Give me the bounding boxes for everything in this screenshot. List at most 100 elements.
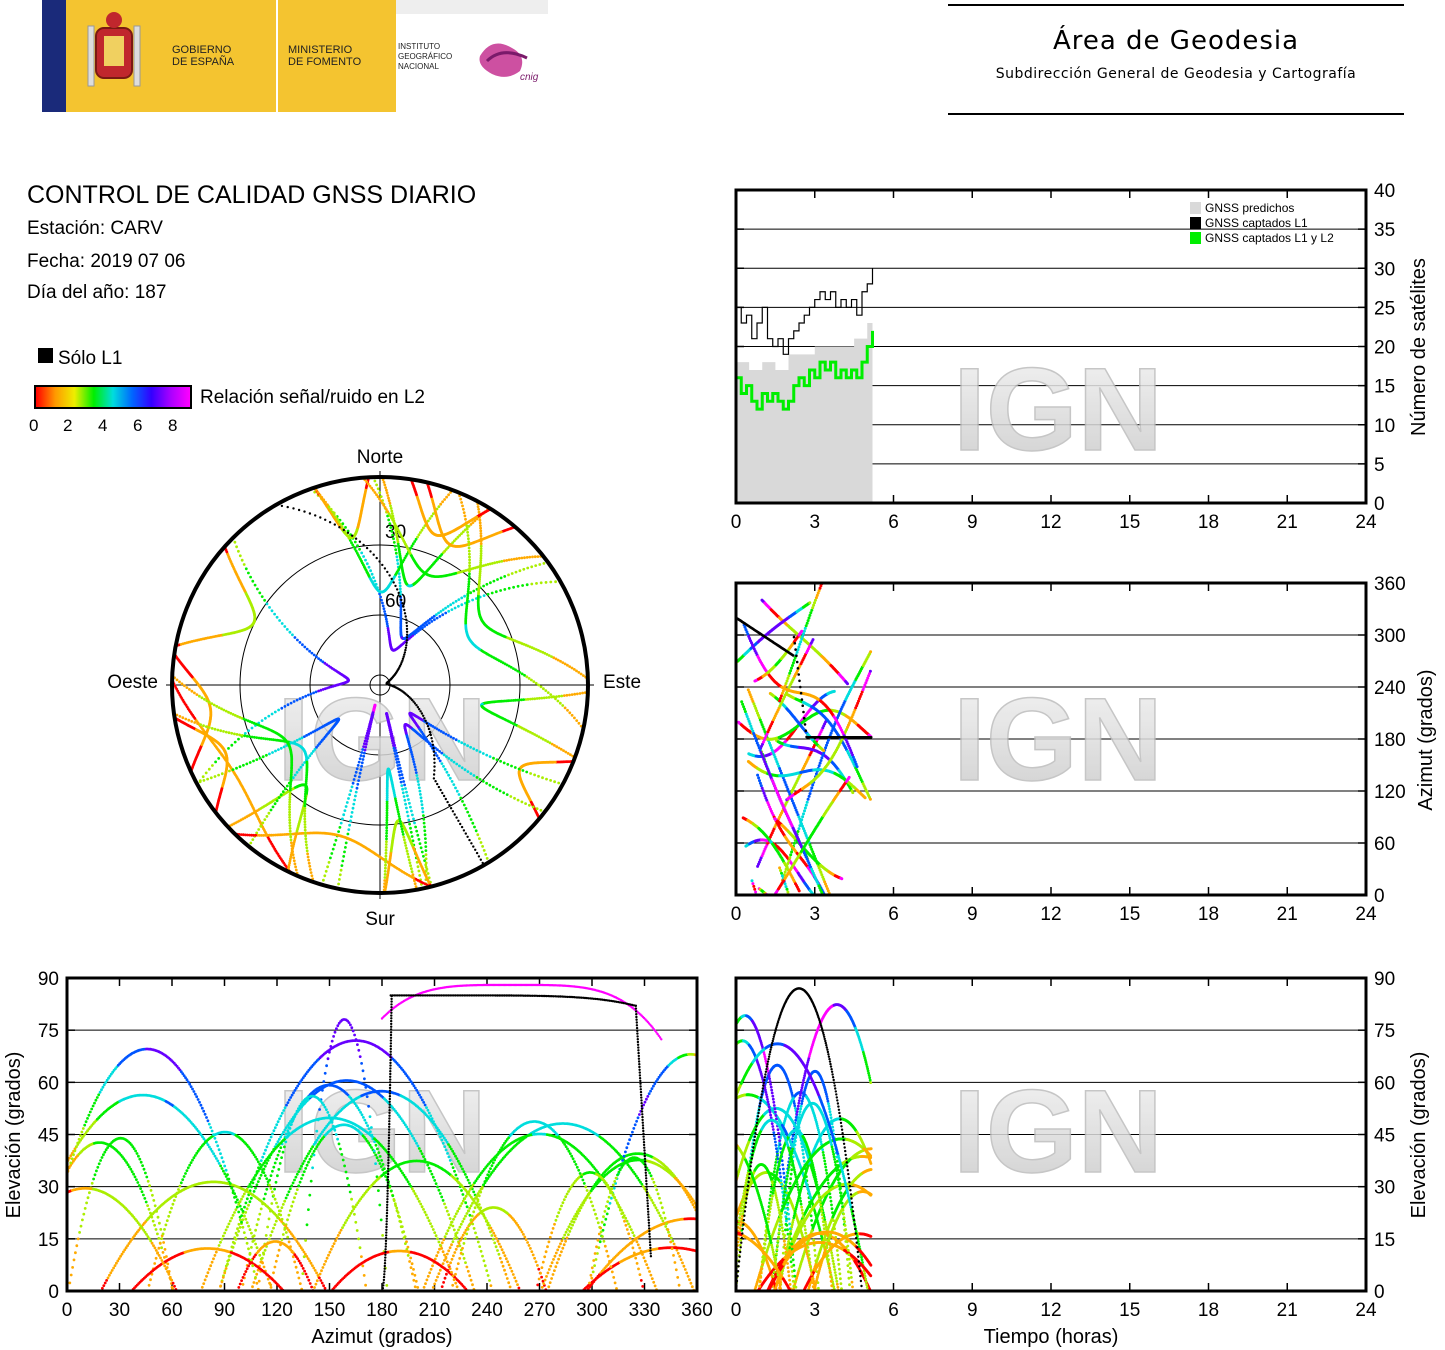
satellite-track	[411, 757, 415, 761]
satellite-track	[460, 603, 464, 607]
satellite-track	[398, 581, 402, 585]
satellite-track	[400, 825, 403, 828]
satellite-track	[280, 622, 284, 625]
l1-only-track	[402, 605, 405, 608]
l1-only-track	[479, 858, 482, 861]
satellite-track	[271, 805, 275, 809]
satellite-track	[361, 758, 365, 761]
satellite-track	[554, 697, 557, 701]
satellite-track	[424, 865, 428, 869]
satellite-track	[190, 720, 194, 723]
satellite-track	[372, 576, 375, 579]
ytick-label: 25	[1374, 298, 1395, 319]
satellite-track	[478, 837, 481, 840]
satellite-track	[846, 682, 849, 686]
satellite-track	[267, 714, 271, 718]
satellite-track	[193, 721, 197, 724]
legend-snr-label: Relación señal/ruido en L2	[200, 387, 425, 408]
satellite-track	[309, 871, 313, 874]
satellite-track	[288, 813, 291, 817]
satellite-track	[411, 873, 415, 877]
satellite-track	[413, 821, 416, 825]
satellite-track	[295, 738, 299, 742]
satellite-track	[457, 739, 461, 743]
satellite-track	[303, 802, 307, 805]
satellite-track	[472, 589, 476, 593]
satellite-track	[288, 793, 292, 797]
satellite-track	[384, 846, 388, 849]
satellite-track	[821, 753, 825, 757]
xtick-label: 9	[967, 512, 978, 533]
satellite-track	[395, 761, 399, 764]
satellite-track	[799, 821, 803, 825]
satellite-track	[265, 815, 269, 818]
satellite-track	[364, 558, 367, 562]
satellite-track	[334, 515, 338, 519]
satellite-track	[438, 759, 442, 763]
l1-only-track	[451, 810, 455, 813]
ytick-label: 5	[1374, 455, 1385, 476]
satellite-track	[385, 811, 389, 815]
xtick-label: 18	[1198, 512, 1219, 533]
satellite-track	[379, 495, 383, 498]
satellite-track	[383, 882, 386, 885]
satellite-track	[509, 795, 513, 798]
satellite-track	[307, 861, 311, 865]
satellite-track	[505, 559, 509, 562]
coat-of-arms-icon	[87, 12, 141, 87]
satellite-track	[398, 578, 402, 582]
l1-only-track	[404, 648, 407, 652]
satellite-track	[362, 555, 365, 558]
xtick-label: 12	[1040, 512, 1061, 533]
satellite-track	[286, 703, 290, 707]
satellite-track	[462, 511, 466, 514]
satellite-track	[291, 853, 295, 857]
satellite-track	[417, 786, 421, 790]
satellite-track	[270, 712, 274, 716]
satellite-track	[521, 769, 525, 772]
xtick-label: 24	[1355, 904, 1377, 925]
satellite-track	[424, 841, 427, 844]
satellite-track	[288, 821, 292, 825]
l1-only-track	[434, 780, 437, 783]
satellite-track	[439, 502, 443, 506]
l1-only-track	[422, 714, 425, 717]
satellite-track	[485, 582, 489, 586]
satellite-track	[532, 680, 536, 683]
satellite-track	[292, 700, 296, 703]
satellite-track	[404, 844, 408, 847]
satellite-track	[389, 526, 393, 529]
satellite-track	[303, 809, 307, 813]
satellite-track	[468, 561, 471, 565]
satellite-track	[268, 606, 271, 609]
satellite-track	[804, 803, 808, 807]
satellite-track	[349, 789, 353, 793]
satellite-track	[495, 787, 499, 791]
satellite-track	[308, 864, 312, 868]
satellite-track	[388, 522, 392, 526]
satellite-track	[517, 556, 521, 560]
satellite-track	[457, 598, 461, 601]
satellite-track	[792, 841, 796, 845]
satellite-track	[198, 694, 201, 698]
satellite-track	[285, 784, 289, 788]
satellite-track	[423, 825, 426, 829]
satellite-track	[265, 753, 268, 757]
satellite-track	[395, 555, 399, 559]
satellite-track	[439, 610, 443, 613]
satellite-track	[293, 773, 297, 777]
l1-only-track	[386, 570, 389, 574]
satellite-track	[203, 697, 206, 701]
satellite-track	[542, 562, 546, 565]
satellite-track	[421, 806, 424, 810]
satellite-track	[382, 480, 386, 484]
snr-tick-4: 4	[98, 416, 108, 435]
satellite-track	[417, 869, 421, 873]
satellite-track	[545, 696, 548, 699]
satellite-track	[243, 734, 247, 738]
satellite-track	[408, 801, 411, 805]
satellite-track	[468, 555, 471, 559]
satellite-track	[565, 693, 569, 697]
satellite-track	[457, 604, 460, 608]
satellite-track	[211, 764, 214, 767]
